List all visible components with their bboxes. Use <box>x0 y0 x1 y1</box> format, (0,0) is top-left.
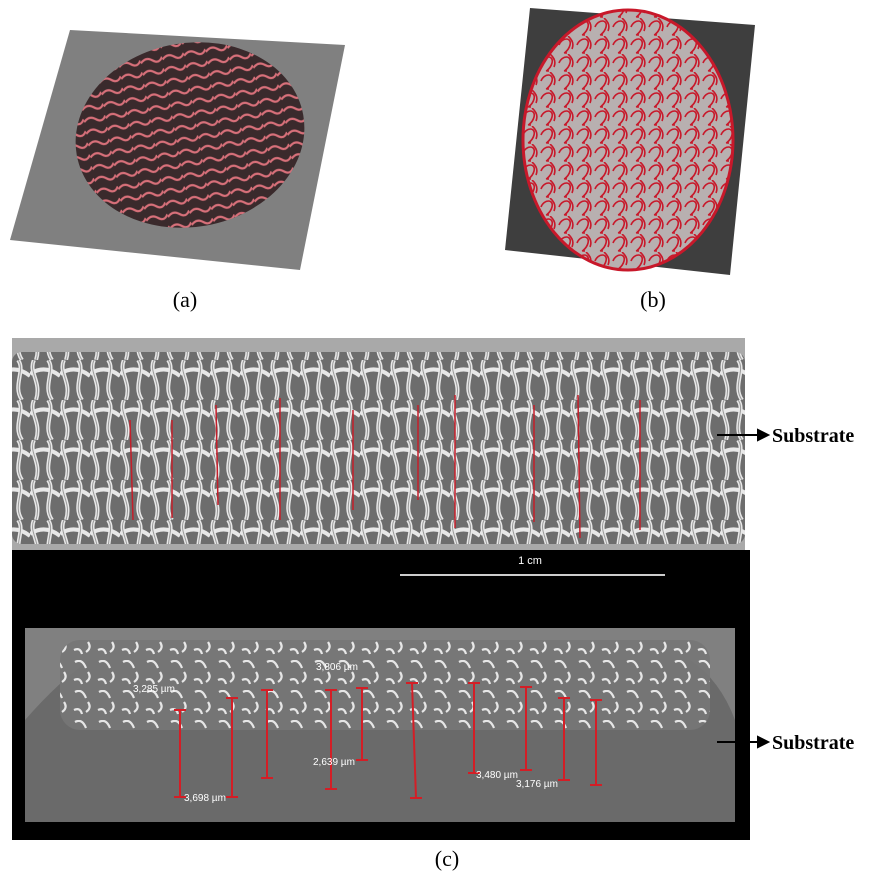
figure-graphics: (a) (b) 1 cm 3,285 µm 3,806 µm 3,698 µm … <box>0 0 894 874</box>
measurement-label: 3,480 µm <box>476 770 518 781</box>
measurement-label: 3,806 µm <box>316 662 358 673</box>
fiber-disc-b <box>523 10 733 270</box>
annotation: Substrate <box>772 732 854 754</box>
panel-label: (a) <box>173 287 197 312</box>
annotation: Substrate <box>772 425 854 447</box>
panel-label: (c) <box>435 846 459 871</box>
figure: (a) (b) 1 cm 3,285 µm 3,806 µm 3,698 µm … <box>0 0 894 874</box>
scale-label: 1 cm <box>518 555 542 567</box>
measurement-label: 3,176 µm <box>516 779 558 790</box>
measurement-label: 3,285 µm <box>133 684 175 695</box>
measurement-label: 3,698 µm <box>184 793 226 804</box>
panel-label: (b) <box>640 287 666 312</box>
measurement-label: 2,639 µm <box>313 757 355 768</box>
fiber-render <box>12 352 745 544</box>
